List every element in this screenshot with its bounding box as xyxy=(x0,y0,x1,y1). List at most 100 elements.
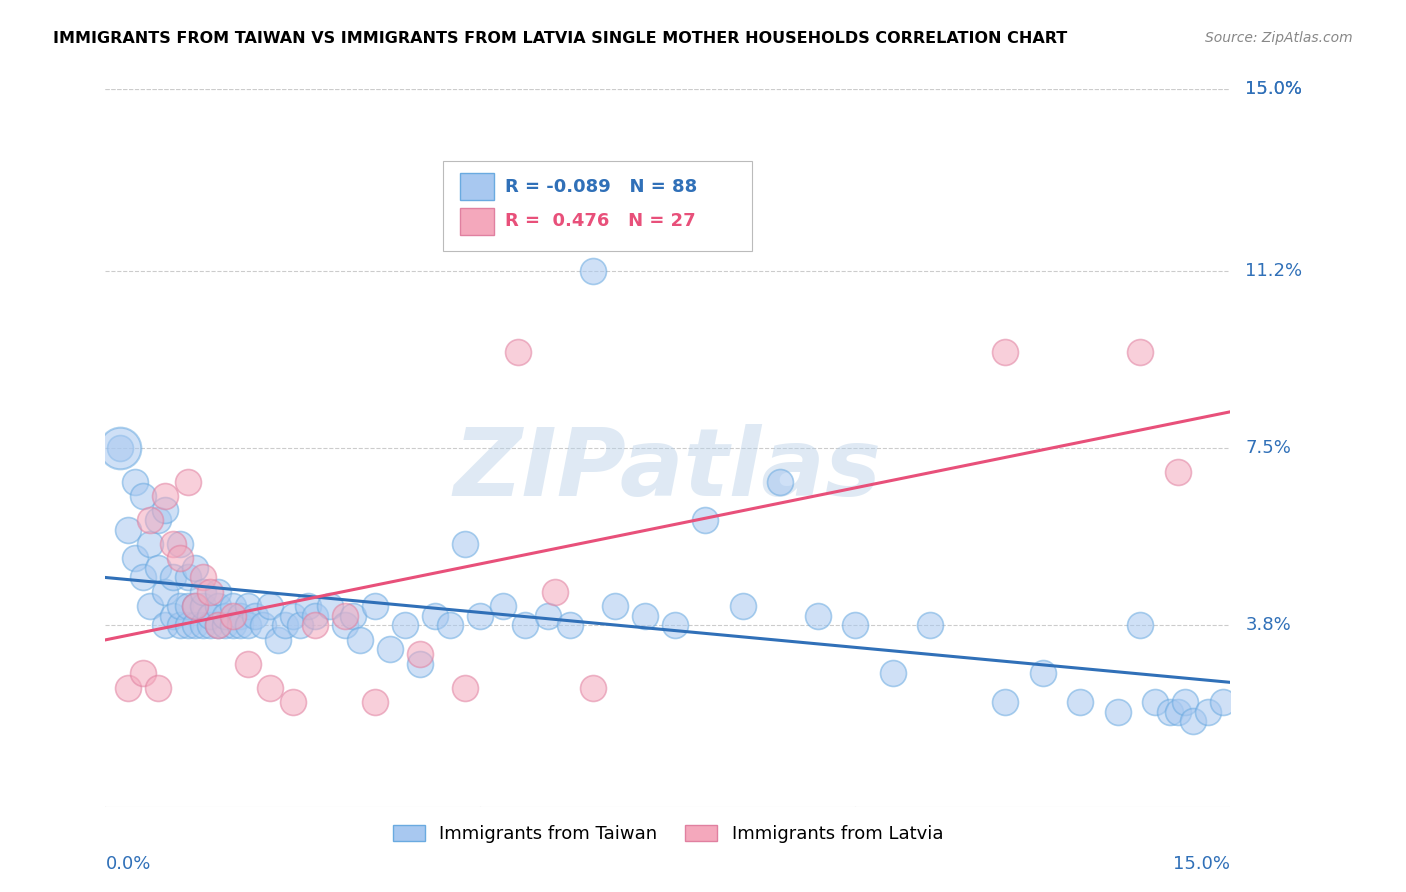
Point xyxy=(222,618,245,632)
FancyBboxPatch shape xyxy=(443,161,752,251)
Point xyxy=(335,618,357,632)
Point xyxy=(146,513,169,527)
Point xyxy=(169,551,191,566)
Point xyxy=(236,657,259,671)
Text: 15.0%: 15.0% xyxy=(1246,80,1302,98)
Point xyxy=(1174,695,1197,709)
Point xyxy=(506,345,529,359)
Point xyxy=(769,475,792,489)
Point xyxy=(1032,666,1054,681)
Point xyxy=(117,523,139,537)
Point xyxy=(184,599,207,614)
Text: R = -0.089   N = 88: R = -0.089 N = 88 xyxy=(505,178,697,196)
Text: 15.0%: 15.0% xyxy=(1246,80,1302,98)
Point xyxy=(515,618,537,632)
Point xyxy=(169,537,191,551)
Point xyxy=(155,503,177,517)
Point xyxy=(236,599,259,614)
Point xyxy=(1129,618,1152,632)
Point xyxy=(110,442,132,455)
Point xyxy=(281,695,304,709)
Point xyxy=(297,599,319,614)
Point xyxy=(139,537,162,551)
Point xyxy=(146,561,169,575)
Point xyxy=(582,264,605,278)
Point xyxy=(259,681,281,695)
Point xyxy=(169,599,191,614)
Point xyxy=(162,570,184,584)
Point xyxy=(222,608,245,623)
Point xyxy=(214,608,236,623)
Point xyxy=(267,632,290,647)
Point xyxy=(844,618,866,632)
Point xyxy=(1212,695,1234,709)
Point xyxy=(882,666,904,681)
Point xyxy=(274,618,297,632)
Point xyxy=(259,599,281,614)
Text: Source: ZipAtlas.com: Source: ZipAtlas.com xyxy=(1205,31,1353,45)
Point xyxy=(994,695,1017,709)
Point xyxy=(560,618,582,632)
Point xyxy=(184,599,207,614)
Point xyxy=(439,618,461,632)
Point xyxy=(245,608,267,623)
Point xyxy=(1129,345,1152,359)
Point xyxy=(110,442,132,455)
Point xyxy=(731,599,754,614)
Text: IMMIGRANTS FROM TAIWAN VS IMMIGRANTS FROM LATVIA SINGLE MOTHER HOUSEHOLDS CORREL: IMMIGRANTS FROM TAIWAN VS IMMIGRANTS FRO… xyxy=(53,31,1067,46)
Point xyxy=(229,608,252,623)
Point xyxy=(162,537,184,551)
Point xyxy=(214,618,236,632)
Text: 7.5%: 7.5% xyxy=(1246,439,1291,458)
Point xyxy=(319,599,342,614)
Point xyxy=(207,599,229,614)
Point xyxy=(335,608,357,623)
Point xyxy=(200,618,222,632)
Point xyxy=(184,618,207,632)
Bar xyxy=(460,208,494,235)
Point xyxy=(207,585,229,599)
Point xyxy=(664,618,686,632)
Point xyxy=(177,570,200,584)
Point xyxy=(191,599,214,614)
Legend: Immigrants from Taiwan, Immigrants from Latvia: Immigrants from Taiwan, Immigrants from … xyxy=(384,816,952,852)
Text: ZIPatlas: ZIPatlas xyxy=(454,424,882,516)
Point xyxy=(394,618,416,632)
Point xyxy=(695,513,717,527)
Point xyxy=(200,585,222,599)
Point xyxy=(191,570,214,584)
Point xyxy=(132,666,155,681)
Point xyxy=(169,618,191,632)
Point xyxy=(229,618,252,632)
Point xyxy=(124,551,146,566)
Point xyxy=(544,585,567,599)
Point xyxy=(994,345,1017,359)
Point xyxy=(1144,695,1167,709)
Point xyxy=(454,681,477,695)
Point xyxy=(409,657,432,671)
Point xyxy=(207,618,229,632)
Point xyxy=(425,608,447,623)
Point xyxy=(1167,705,1189,719)
Point xyxy=(155,489,177,503)
Point xyxy=(1197,705,1219,719)
Point xyxy=(304,608,326,623)
Point xyxy=(222,599,245,614)
Point xyxy=(124,475,146,489)
Point xyxy=(364,599,387,614)
Point xyxy=(364,695,387,709)
Point xyxy=(177,618,200,632)
Point xyxy=(184,561,207,575)
Text: 3.8%: 3.8% xyxy=(1246,616,1291,634)
Point xyxy=(117,681,139,695)
Point xyxy=(582,681,605,695)
Point xyxy=(139,513,162,527)
Point xyxy=(454,537,477,551)
Point xyxy=(290,618,312,632)
Point xyxy=(634,608,657,623)
Point xyxy=(605,599,627,614)
Point xyxy=(236,618,259,632)
Point xyxy=(155,585,177,599)
Text: 11.2%: 11.2% xyxy=(1246,262,1302,280)
Point xyxy=(132,489,155,503)
